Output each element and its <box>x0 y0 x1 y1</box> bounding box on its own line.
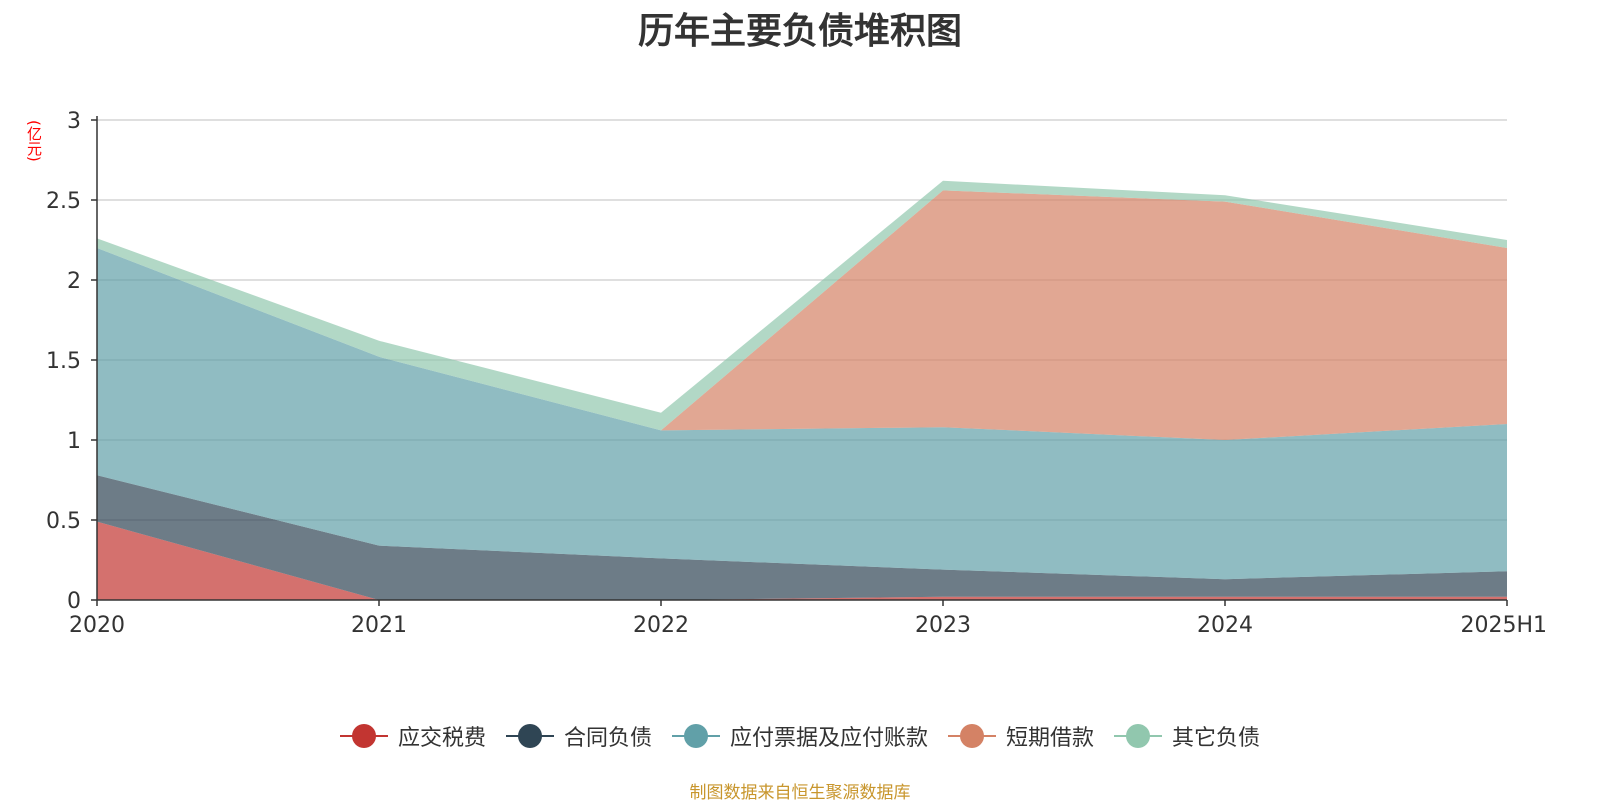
legend-label: 应交税费 <box>397 726 486 751</box>
x-tick-label: 2021 <box>351 613 407 638</box>
legend: 应交税费 合同负债 应付票据及应付账款 短期借款 其它负债 <box>0 720 1600 752</box>
legend-label: 短期借款 <box>1006 726 1095 751</box>
y-tick-label: 2.5 <box>46 189 81 214</box>
x-tick-label: 2025H1 <box>1460 613 1547 638</box>
legend-item-notes-accounts-payable[interactable]: 应付票据及应付账款 <box>671 720 928 752</box>
legend-label: 其它负债 <box>1172 726 1261 751</box>
y-tick-label: 1.5 <box>46 349 81 374</box>
area-series-2 <box>97 248 1507 580</box>
y-tick-label: 2 <box>67 269 81 294</box>
x-tick-label: 2020 <box>69 613 125 638</box>
legend-marker-icon <box>339 724 388 748</box>
area-series-1 <box>97 475 1507 600</box>
area-series-0 <box>97 521 1507 600</box>
legend-item-short-term-loans[interactable]: 短期借款 <box>948 720 1094 752</box>
x-tick-label: 2024 <box>1197 613 1253 638</box>
stacked-areas <box>97 180 1507 600</box>
legend-item-other-liabilities[interactable]: 其它负债 <box>1114 720 1260 752</box>
legend-marker-icon <box>505 724 554 748</box>
y-tick-label: 3 <box>67 109 81 134</box>
legend-marker-icon <box>671 724 720 748</box>
legend-marker-icon <box>1114 724 1163 748</box>
y-axis-unit-label: (亿元) <box>25 120 43 162</box>
y-tick-label: 1 <box>67 429 81 454</box>
source-note: 制图数据来自恒生聚源数据库 <box>689 783 911 803</box>
chart-title: 历年主要负债堆积图 <box>637 11 962 52</box>
legend-label: 合同负债 <box>563 726 652 751</box>
y-tick-label: 0 <box>67 589 81 614</box>
legend-label: 应付票据及应付账款 <box>729 726 928 751</box>
legend-marker-icon <box>948 724 996 748</box>
x-tick-label: 2023 <box>915 613 971 638</box>
legend-item-tax-payable[interactable]: 应交税费 <box>339 720 486 752</box>
axes: 0 0.5 1 1.5 2 2.5 3 2020 2021 2022 2023 2024 2025H1 <box>46 109 1547 638</box>
y-tick-label: 0.5 <box>46 509 81 534</box>
area-series-3 <box>97 190 1507 440</box>
area-series-4 <box>97 180 1507 431</box>
x-tick-label: 2022 <box>633 613 689 638</box>
legend-item-contract-liabilities[interactable]: 合同负债 <box>505 720 652 752</box>
